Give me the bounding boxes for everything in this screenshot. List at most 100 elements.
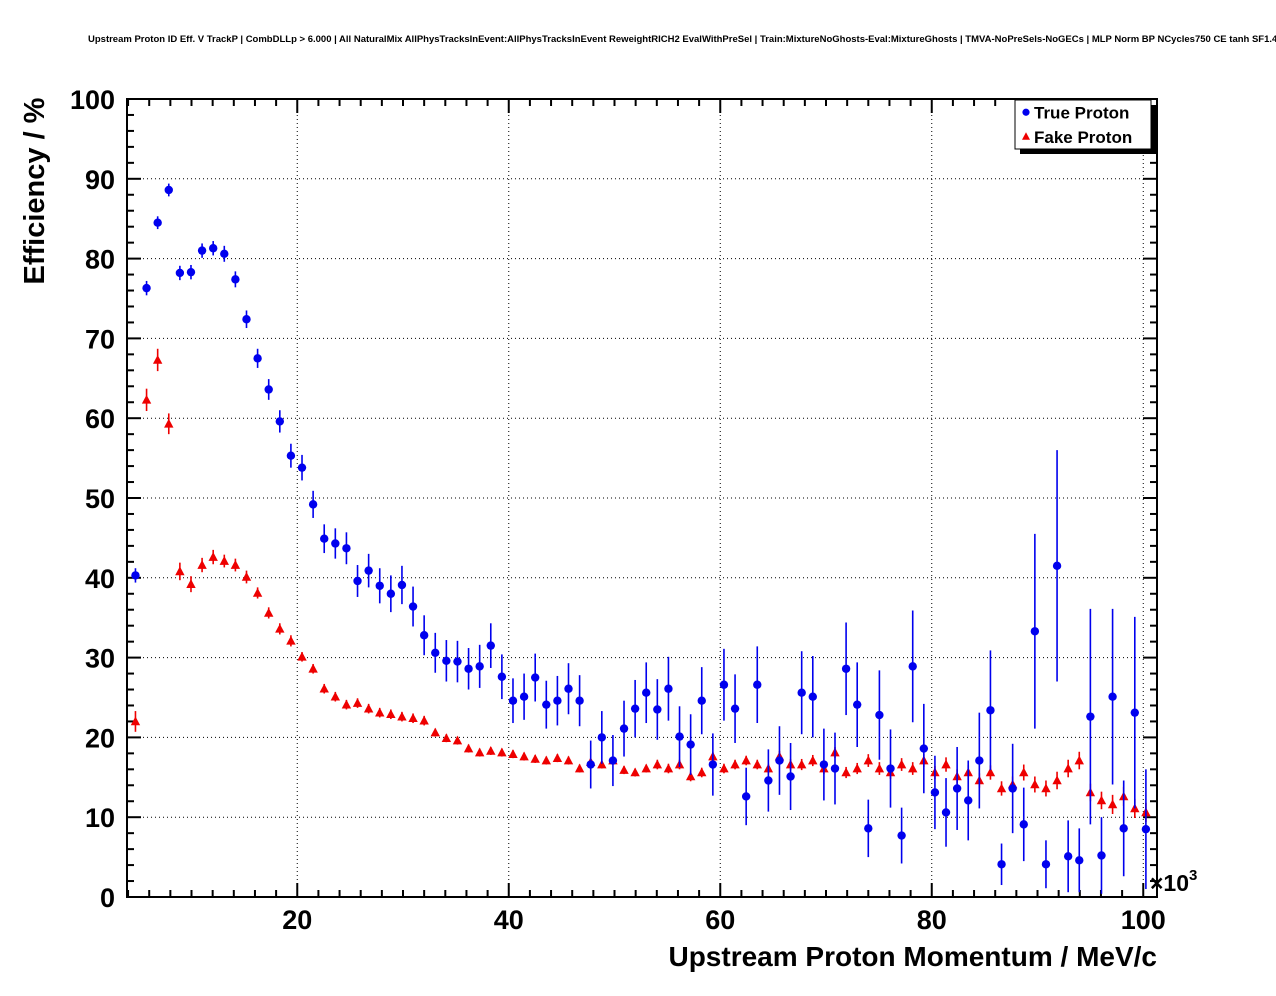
y-tick-label: 60	[85, 404, 115, 434]
data-point-marker	[919, 744, 929, 753]
data-point-marker	[1096, 795, 1107, 805]
data-point-marker	[186, 579, 196, 588]
data-point-marker	[530, 753, 540, 763]
data-point-marker	[1119, 824, 1128, 833]
data-point-marker	[408, 602, 418, 611]
data-point-marker	[430, 727, 440, 737]
data-point-marker	[753, 680, 762, 689]
data-point-marker	[497, 672, 507, 681]
data-point-marker	[864, 824, 873, 833]
data-point-marker	[608, 756, 618, 765]
x-tick-label: 100	[1121, 905, 1166, 935]
data-point-marker	[397, 711, 407, 721]
data-point-marker	[208, 552, 218, 561]
data-point-marker	[985, 767, 996, 777]
data-point-marker	[486, 641, 495, 650]
data-point-marker	[697, 767, 707, 777]
y-tick-label: 100	[70, 85, 115, 115]
data-point-marker	[463, 743, 474, 753]
data-point-marker	[252, 587, 263, 597]
data-point-marker	[164, 185, 173, 195]
axis-ticks	[127, 98, 1157, 898]
data-point-marker	[352, 698, 363, 707]
data-point-marker	[586, 760, 595, 769]
data-point-marker	[542, 700, 551, 709]
x-tick-label: 60	[705, 905, 735, 935]
data-point-marker	[563, 755, 574, 765]
data-point-marker	[152, 354, 163, 364]
data-point-marker	[1108, 692, 1117, 701]
data-point-marker	[997, 860, 1006, 869]
data-point-marker	[408, 713, 418, 723]
data-point-marker	[796, 759, 807, 769]
data-point-marker	[685, 771, 696, 781]
data-point-marker	[474, 747, 485, 757]
legend-box	[1014, 99, 1152, 150]
data-point-marker	[375, 707, 385, 717]
data-point-marker	[841, 767, 851, 777]
data-point-marker	[952, 784, 962, 793]
data-point-marker	[1107, 799, 1118, 809]
data-point-marker	[653, 705, 662, 714]
data-point-marker	[320, 534, 329, 543]
data-point-marker	[730, 759, 740, 769]
data-point-marker	[220, 249, 229, 259]
data-point-marker	[242, 315, 251, 324]
data-point-marker	[663, 763, 674, 773]
tick-labels: 0 10 20 30 40 50 60 70 80 90 100 20 40 60 80 100	[70, 85, 1166, 935]
legend: True Proton Fake Proton	[1014, 99, 1156, 154]
data-point-marker	[886, 764, 895, 773]
legend-entry-label: Fake Proton	[1034, 128, 1132, 147]
data-point-marker	[264, 385, 273, 394]
data-point-marker	[786, 772, 795, 781]
data-point-marker	[630, 767, 640, 777]
x-tick-label: 80	[917, 905, 947, 935]
series-fake-proton	[130, 348, 1151, 822]
data-point-marker	[686, 740, 695, 749]
data-point-marker	[1052, 561, 1062, 571]
data-point-marker	[275, 623, 285, 633]
data-point-marker	[797, 688, 806, 697]
data-point-marker	[464, 664, 473, 673]
data-point-marker	[164, 418, 174, 428]
data-point-marker	[331, 539, 340, 548]
data-point-marker	[141, 394, 152, 404]
data-point-marker	[1130, 708, 1139, 717]
y-axis-title: Efficiency / %	[19, 97, 51, 284]
data-point-marker	[442, 656, 451, 665]
data-point-marker	[730, 704, 740, 713]
legend-entry: Fake Proton	[1022, 128, 1132, 147]
data-point-marker	[619, 724, 629, 733]
data-point-marker	[841, 664, 851, 673]
data-point-marker	[808, 692, 817, 701]
data-point-marker	[452, 735, 463, 745]
data-point-marker	[386, 589, 396, 598]
data-point-marker	[897, 831, 906, 840]
plot-title: Upstream Proton ID Eff. V TrackP | CombD…	[88, 34, 1276, 45]
data-point-marker	[752, 759, 762, 769]
data-point-marker	[431, 648, 440, 658]
data-point-marker	[197, 560, 207, 569]
data-point-marker	[597, 759, 607, 769]
data-point-marker	[697, 696, 706, 705]
y-tick-label: 90	[85, 165, 115, 195]
legend-marker-triangle-icon	[1022, 132, 1030, 140]
x-tick-label: 40	[494, 905, 524, 935]
data-point-marker	[364, 566, 373, 575]
data-point-marker	[231, 275, 240, 284]
data-point-marker	[741, 792, 751, 801]
data-point-marker	[1041, 860, 1051, 869]
data-point-marker	[853, 700, 862, 709]
data-point-marker	[1063, 763, 1073, 773]
data-point-marker	[1030, 779, 1040, 789]
x-axis-title: Upstream Proton Momentum / MeV/c	[668, 941, 1157, 972]
data-point-marker	[575, 696, 584, 705]
data-point-marker	[819, 760, 829, 769]
x-axis-multiplier-base: ×10	[1150, 870, 1189, 896]
data-point-marker	[363, 703, 374, 713]
x-axis-multiplier-exponent: 3	[1189, 867, 1197, 884]
data-point-marker	[852, 763, 862, 773]
gridlines	[127, 99, 1157, 897]
y-tick-label: 30	[85, 644, 115, 674]
